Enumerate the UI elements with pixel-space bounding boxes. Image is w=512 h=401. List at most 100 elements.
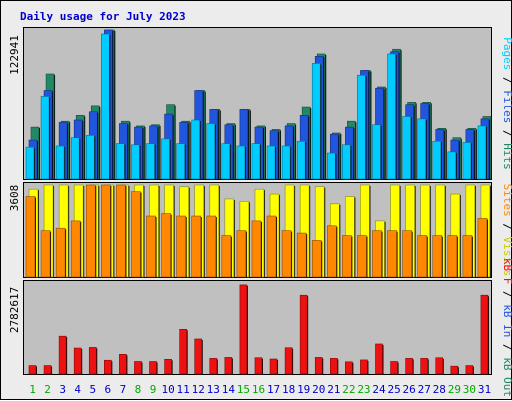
legend-segment-2: Files	[501, 90, 512, 123]
bar-pages-day-27	[417, 118, 426, 180]
bar-sites-day-27	[417, 235, 427, 278]
bar-kb-f-day-21	[329, 358, 338, 375]
bar-pages-day-9	[146, 143, 155, 180]
bar-pages-day-30	[462, 142, 472, 180]
day-label-18: 18	[282, 383, 295, 396]
bar-pages-day-29	[447, 151, 457, 180]
bar-kb-f-day-30	[465, 365, 474, 375]
bar-sites-day-2	[40, 230, 51, 278]
bar-pages-day-26	[402, 116, 411, 180]
bar-kb-f-day-8	[134, 361, 142, 375]
bar-pages-day-16	[251, 143, 261, 180]
bar-kb-f-day-14	[224, 357, 233, 375]
bar-sites-day-9	[146, 215, 156, 278]
bar-sites-day-31	[477, 218, 488, 278]
day-label-8: 8	[135, 383, 142, 396]
panel-middle-ymax-label: 3608	[8, 185, 21, 212]
bar-pages-day-15	[236, 145, 246, 180]
day-label-17: 17	[267, 383, 280, 396]
bar-pages-day-10	[161, 138, 170, 180]
bar-sites-day-12	[191, 215, 202, 278]
bar-kb-f-day-26	[405, 358, 413, 375]
bar-pages-day-1	[25, 146, 35, 180]
bar-kb-f-day-3	[58, 335, 67, 375]
day-label-1: 1	[29, 383, 36, 396]
bar-kb-f-day-12	[194, 338, 203, 375]
day-label-7: 7	[120, 383, 127, 396]
bar-pages-day-3	[55, 145, 65, 180]
legend-segment-3: /	[501, 123, 512, 143]
bar-kb-f-day-29	[450, 365, 459, 375]
bar-sites-day-1	[25, 196, 36, 278]
bar-sites-day-26	[402, 230, 412, 278]
bar-pages-day-7	[116, 143, 125, 180]
bar-sites-day-25	[387, 230, 397, 278]
bar-kb-f-day-25	[390, 361, 398, 375]
day-label-27: 27	[418, 383, 431, 396]
bar-sites-day-28	[432, 235, 443, 278]
day-label-23: 23	[357, 383, 370, 396]
bar-kb-f-day-19	[299, 294, 308, 375]
bar-pages-day-5	[85, 135, 95, 180]
bar-sites-day-29	[447, 235, 458, 278]
legend-segment-0: kB F	[501, 258, 512, 285]
bar-kb-f-day-15	[239, 284, 248, 375]
legend-segment-2: Visits	[501, 237, 512, 277]
panel-bottom-legend: kB F / kB In / kB Out	[501, 258, 512, 397]
day-label-6: 6	[105, 383, 112, 396]
bar-pages-day-24	[372, 124, 381, 180]
legend-segment-3: /	[501, 337, 512, 357]
bar-sites-day-11	[176, 215, 186, 278]
legend-segment-4: kB Out	[501, 357, 512, 397]
bar-kb-f-day-17	[269, 358, 278, 375]
panel-top-legend: Pages / Files / Hits	[501, 37, 512, 170]
chart-title: Daily usage for July 2023	[20, 10, 186, 23]
panel-bottom-ymax-label: 2782617	[8, 287, 21, 333]
bar-sites-day-8	[131, 191, 141, 278]
bar-kb-f-day-10	[164, 359, 172, 375]
bar-pages-day-25	[387, 53, 396, 180]
bar-pages-day-2	[40, 96, 50, 180]
bar-kb-f-day-13	[209, 358, 218, 375]
legend-segment-4: Hits	[501, 143, 512, 170]
bar-sites-day-23	[357, 235, 367, 278]
day-label-14: 14	[222, 383, 236, 396]
bar-pages-day-28	[432, 140, 442, 180]
day-label-5: 5	[89, 383, 96, 396]
day-label-2: 2	[44, 383, 51, 396]
bar-sites-day-30	[462, 235, 473, 278]
day-label-3: 3	[59, 383, 66, 396]
legend-segment-0: Pages	[501, 37, 512, 70]
day-label-22: 22	[342, 383, 355, 396]
bar-kb-f-day-2	[43, 365, 52, 375]
bar-kb-f-day-11	[179, 328, 187, 375]
bar-pages-day-4	[70, 137, 80, 180]
bar-kb-f-day-5	[88, 347, 97, 375]
bar-sites-day-22	[342, 235, 352, 278]
bar-kb-f-day-31	[480, 294, 489, 375]
day-label-10: 10	[161, 383, 174, 396]
day-label-19: 19	[297, 383, 310, 396]
bar-kb-f-day-23	[360, 359, 368, 375]
panel-top-ymax-label: 122941	[8, 35, 21, 75]
day-label-12: 12	[192, 383, 205, 396]
bar-sites-day-13	[206, 215, 217, 278]
bar-sites-day-3	[55, 227, 66, 278]
bar-sites-day-20	[311, 240, 322, 278]
bar-pages-day-23	[357, 74, 366, 180]
bar-pages-day-8	[131, 144, 140, 180]
legend-segment-1: /	[501, 70, 512, 90]
bar-kb-f-day-6	[104, 359, 112, 375]
bar-sites-day-5	[85, 184, 96, 278]
bar-sites-day-16	[251, 220, 262, 278]
bar-pages-day-18	[281, 145, 291, 180]
day-label-16: 16	[252, 383, 265, 396]
panel-middle-legend: Sites / Visits	[501, 184, 512, 277]
day-label-13: 13	[207, 383, 220, 396]
bar-pages-day-22	[342, 144, 351, 180]
bar-kb-f-day-16	[254, 357, 263, 375]
day-label-4: 4	[74, 383, 81, 396]
day-label-24: 24	[372, 383, 386, 396]
